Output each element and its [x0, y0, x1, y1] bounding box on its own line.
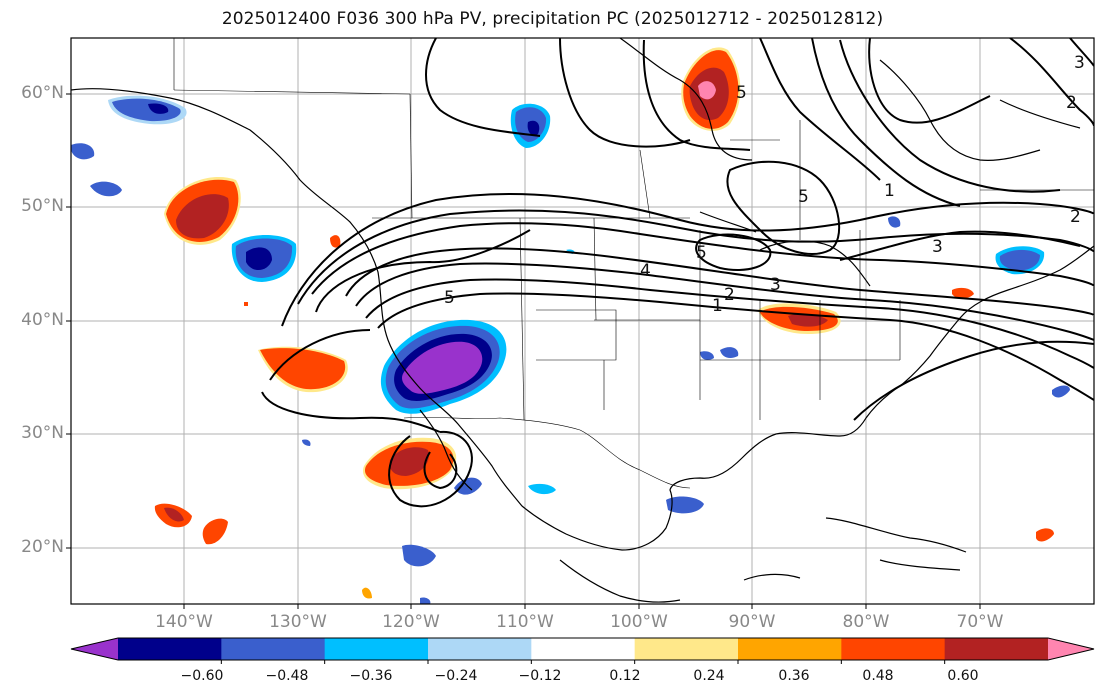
lon-label: 130°W	[269, 612, 327, 632]
contour-label: 1	[712, 296, 723, 316]
lat-label: 60°N	[21, 83, 64, 103]
colorbar-segment	[531, 638, 636, 660]
contour-label: 4	[640, 261, 651, 281]
contour-label: 5	[444, 288, 455, 308]
contour-label: 3	[1074, 53, 1085, 73]
lon-label: 90°W	[728, 612, 776, 632]
colorbar	[70, 637, 1095, 664]
colorbar-tick-label: −0.24	[434, 668, 478, 684]
lon-label: 110°W	[496, 612, 554, 632]
colorbar-outline	[70, 637, 1095, 661]
colorbar-segment	[944, 638, 1049, 660]
map-title: 2025012400 F036 300 hPa PV, precipitatio…	[221, 9, 884, 29]
precip-negative-areas	[71, 95, 1070, 604]
lon-label: 120°W	[382, 612, 440, 632]
contour-label: 2	[1066, 93, 1077, 113]
colorbar-segment	[324, 638, 429, 660]
contour-label: 2	[1070, 207, 1081, 227]
contour-labels: 1 2 3 4 5 5 5 5 1 2 3 2 3	[444, 53, 1085, 316]
colorbar-segment	[221, 638, 326, 660]
colorbar-extend-high	[1048, 638, 1094, 660]
colorbar-tick-label: 0.36	[778, 668, 810, 684]
lat-label: 40°N	[21, 310, 64, 330]
colorbar-tick-label: −0.12	[518, 668, 562, 684]
colorbar-segment	[841, 638, 946, 660]
pv-contours	[261, 38, 1094, 508]
lon-label: 100°W	[610, 612, 668, 632]
contour-label: 3	[932, 237, 943, 257]
contour-label: 1	[884, 181, 895, 201]
colorbar-segment	[634, 638, 739, 660]
colorbar-tick-label: −0.48	[265, 668, 309, 684]
lat-label: 20°N	[21, 537, 64, 557]
colorbar-segment	[118, 638, 222, 660]
contour-label: 5	[736, 83, 747, 103]
contour-label: 2	[724, 285, 735, 305]
colorbar-tick-label: 0.60	[947, 668, 979, 684]
axis-ticks	[66, 93, 981, 609]
colorbar-extend-low	[71, 638, 118, 660]
political-borders	[173, 38, 1094, 489]
colorbar-tick-label: −0.60	[180, 668, 224, 684]
colorbar-tick-label: 0.48	[862, 668, 894, 684]
contour-label: 5	[798, 187, 809, 207]
colorbar-segment	[428, 638, 532, 660]
colorbar-tick-label: 0.12	[609, 668, 641, 684]
colorbar-segment	[738, 638, 842, 660]
lon-label: 80°W	[842, 612, 890, 632]
lon-label: 70°W	[956, 612, 1004, 632]
colorbar-tick-label: 0.24	[693, 668, 725, 684]
lat-label: 30°N	[21, 423, 64, 443]
contour-label: 5	[696, 243, 707, 263]
colorbar-tick-label: −0.36	[349, 668, 393, 684]
lon-label: 140°W	[155, 612, 213, 632]
lat-label: 50°N	[21, 196, 64, 216]
contour-label: 3	[770, 275, 781, 295]
